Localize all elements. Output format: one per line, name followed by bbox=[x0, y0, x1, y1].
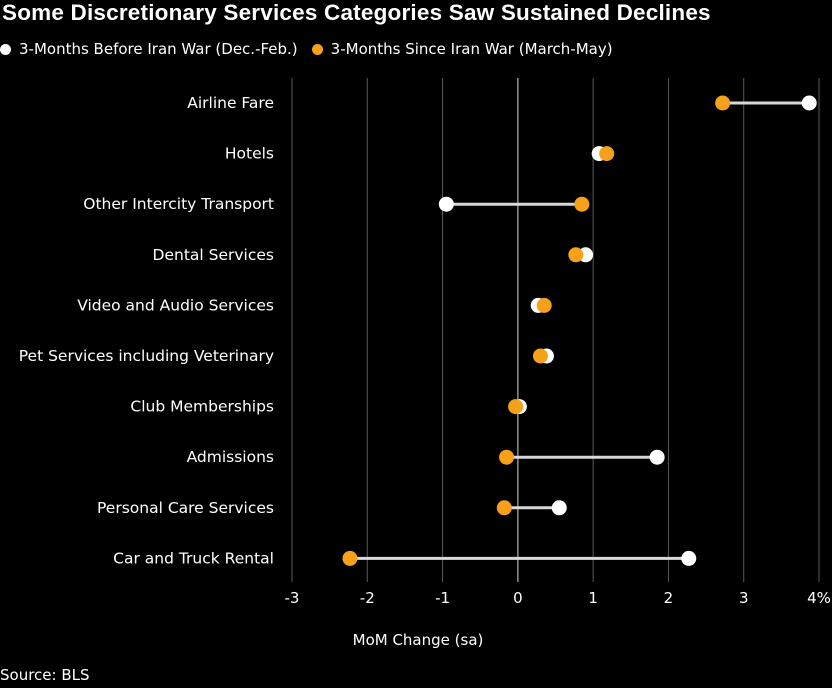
legend-item-before: 3-Months Before Iran War (Dec.-Feb.) bbox=[0, 40, 298, 58]
category-label: Video and Audio Services bbox=[77, 296, 274, 314]
point-since bbox=[568, 247, 584, 263]
category-label: Pet Services including Veterinary bbox=[19, 347, 274, 365]
x-tick-label: 3 bbox=[739, 589, 749, 607]
x-tick-label: -1 bbox=[435, 589, 450, 607]
category-label: Personal Care Services bbox=[97, 499, 274, 517]
source-note: Source: BLS bbox=[0, 666, 90, 684]
point-since bbox=[342, 550, 358, 566]
category-label: Hotels bbox=[225, 145, 274, 163]
point-since bbox=[574, 196, 590, 212]
x-tick-label: 4% bbox=[807, 589, 831, 607]
legend-label-before: 3-Months Before Iran War (Dec.-Feb.) bbox=[19, 40, 298, 58]
point-since bbox=[715, 95, 731, 111]
legend-item-since: 3-Months Since Iran War (March-May) bbox=[311, 40, 613, 58]
category-label: Car and Truck Rental bbox=[113, 549, 274, 567]
category-label: Club Memberships bbox=[130, 398, 274, 416]
point-since bbox=[536, 297, 552, 313]
point-since bbox=[508, 399, 524, 415]
legend-label-since: 3-Months Since Iran War (March-May) bbox=[330, 40, 613, 58]
x-tick-label: -3 bbox=[285, 589, 300, 607]
category-label: Admissions bbox=[187, 448, 274, 466]
legend: 3-Months Before Iran War (Dec.-Feb.) 3-M… bbox=[0, 38, 627, 60]
legend-marker-since bbox=[311, 43, 323, 55]
category-label: Other Intercity Transport bbox=[83, 195, 274, 213]
point-before bbox=[681, 550, 697, 566]
point-before bbox=[551, 500, 567, 516]
legend-marker-before bbox=[0, 43, 11, 55]
point-since bbox=[532, 348, 548, 364]
chart-title: Some Discretionary Services Categories S… bbox=[2, 0, 711, 25]
point-since bbox=[499, 449, 515, 465]
point-since bbox=[599, 146, 615, 162]
point-before bbox=[649, 449, 665, 465]
x-tick-label: 2 bbox=[664, 589, 674, 607]
category-label: Airline Fare bbox=[187, 94, 274, 112]
point-before bbox=[438, 196, 454, 212]
category-label: Dental Services bbox=[153, 246, 274, 264]
point-before bbox=[801, 95, 817, 111]
x-tick-label: 1 bbox=[588, 589, 598, 607]
x-axis-label: MoM Change (sa) bbox=[353, 631, 484, 649]
x-tick-label: -2 bbox=[360, 589, 375, 607]
point-since bbox=[496, 500, 512, 516]
x-tick-label: 0 bbox=[513, 589, 523, 607]
